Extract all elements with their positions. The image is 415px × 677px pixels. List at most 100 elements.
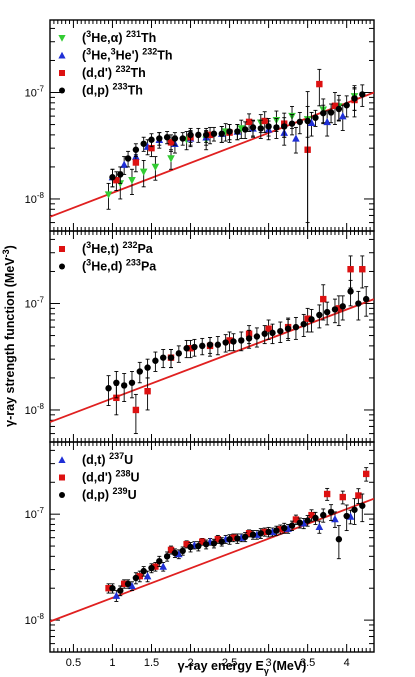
data-point xyxy=(167,546,175,554)
x-tick-label: 1.5 xyxy=(144,657,159,669)
data-point xyxy=(132,574,140,582)
data-point xyxy=(218,538,225,545)
data-point xyxy=(273,124,280,131)
legend-entry: (3He,α) 231Th xyxy=(82,29,156,45)
data-point xyxy=(335,105,343,113)
data-point xyxy=(210,130,218,137)
data-point xyxy=(245,335,253,342)
data-point xyxy=(277,327,284,335)
data-points xyxy=(105,255,370,435)
data-point xyxy=(241,126,249,133)
legend-marker xyxy=(59,70,65,76)
x-tick-label: 4 xyxy=(344,657,350,669)
x-tick-label: 1 xyxy=(109,657,115,669)
data-point xyxy=(335,305,343,312)
data-point xyxy=(226,536,233,543)
data-point xyxy=(113,379,120,386)
data-point xyxy=(257,530,264,537)
data-point xyxy=(109,585,116,592)
data-point xyxy=(230,338,237,345)
y-tick-label: 10-8 xyxy=(25,612,45,627)
legend-entry: (d,d') 232Th xyxy=(82,64,146,80)
data-point xyxy=(304,117,311,125)
legend-entry: (d,t) 237U xyxy=(82,451,133,467)
data-point xyxy=(214,536,222,543)
data-point xyxy=(199,342,206,350)
data-point xyxy=(245,118,253,126)
data-point xyxy=(362,470,370,478)
data-points xyxy=(104,68,366,231)
data-point xyxy=(355,492,362,499)
x-tick-label: 2 xyxy=(187,657,193,669)
data-point xyxy=(355,300,362,307)
data-point xyxy=(273,527,280,534)
plot-frame xyxy=(49,441,375,653)
data-point xyxy=(206,131,214,139)
data-point xyxy=(362,295,370,303)
data-point xyxy=(327,109,335,116)
x-tick-label: 3 xyxy=(266,657,272,669)
data-point xyxy=(226,337,233,344)
data-point xyxy=(175,350,183,357)
data-point xyxy=(327,508,335,516)
data-point xyxy=(359,266,366,273)
data-point xyxy=(109,174,116,181)
data-point xyxy=(151,163,160,171)
data-point xyxy=(230,534,237,541)
data-point xyxy=(265,123,272,130)
data-point xyxy=(257,125,264,132)
data-point xyxy=(195,542,202,550)
data-point xyxy=(143,572,152,580)
data-point xyxy=(179,547,186,555)
legend-marker xyxy=(58,51,66,59)
data-point xyxy=(191,343,198,351)
data-point xyxy=(159,562,168,570)
fit-line xyxy=(50,497,374,623)
legend-entry: (3He,t) 232Pa xyxy=(82,240,154,256)
data-point xyxy=(292,516,300,523)
data-point xyxy=(144,364,151,371)
data-point xyxy=(132,146,140,153)
data-point xyxy=(316,80,323,88)
data-point xyxy=(261,117,268,125)
data-point xyxy=(148,136,155,143)
legend-entry: (3He,d) 233Pa xyxy=(82,258,157,274)
data-point xyxy=(179,135,186,142)
data-point xyxy=(199,538,206,545)
data-point xyxy=(136,368,143,375)
data-point xyxy=(148,564,155,572)
data-point xyxy=(323,308,331,316)
data-point xyxy=(296,519,304,526)
data-point xyxy=(308,316,315,323)
data-point xyxy=(117,587,124,594)
legend-entry: (3He,3He') 232Th xyxy=(82,47,173,63)
fit-line xyxy=(50,91,374,218)
y-tick-label: 10-7 xyxy=(25,296,45,311)
data-point xyxy=(120,160,128,168)
data-point xyxy=(187,345,194,352)
legend-entry: (d,p) 239U xyxy=(82,486,137,502)
data-point xyxy=(144,388,151,395)
data-point xyxy=(171,549,179,557)
legend-entry: (d,d') 238U xyxy=(82,469,140,485)
y-axis-title: γ-ray strength function (MeV-3) xyxy=(1,245,17,427)
data-point xyxy=(343,102,350,109)
data-point xyxy=(132,159,140,166)
x-tick-label: 3.5 xyxy=(300,657,315,669)
legend-marker xyxy=(59,246,65,252)
data-point xyxy=(187,131,194,139)
y-tick-label: 10-8 xyxy=(25,191,45,206)
data-point xyxy=(339,303,346,310)
data-point xyxy=(331,515,339,523)
data-point xyxy=(128,379,136,386)
data-point xyxy=(359,502,366,509)
data-point xyxy=(139,168,148,176)
data-point xyxy=(136,572,143,580)
data-point xyxy=(269,329,276,337)
data-point xyxy=(292,134,300,142)
data-point xyxy=(124,580,132,588)
data-point xyxy=(152,357,159,364)
data-point xyxy=(277,526,284,533)
data-point xyxy=(315,522,324,530)
